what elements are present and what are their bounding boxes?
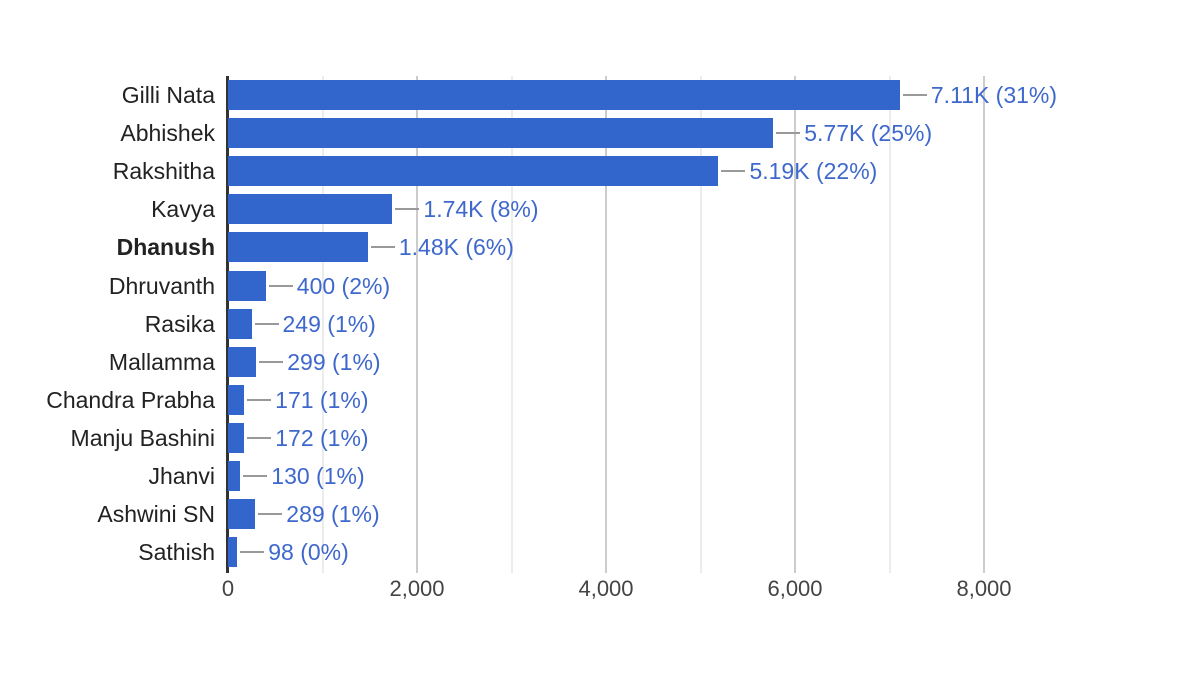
x-axis-tick-label: 0 xyxy=(221,576,235,601)
annotation-connector-line xyxy=(254,322,279,325)
bar[interactable] xyxy=(228,384,245,415)
bar[interactable] xyxy=(228,461,241,492)
bar[interactable] xyxy=(228,118,774,149)
annotation-connector-line xyxy=(247,398,272,401)
value-annotation: 98 (0%) xyxy=(268,539,349,566)
bar[interactable] xyxy=(228,537,238,568)
value-annotation: 5.19K (22%) xyxy=(749,158,878,185)
x-axis-tick-label: 6,000 xyxy=(767,576,823,601)
category-label: Gilli Nata xyxy=(121,82,215,109)
category-label: Chandra Prabha xyxy=(46,386,215,413)
value-annotation: 7.11K (31%) xyxy=(930,82,1058,109)
category-label: Dhruvanth xyxy=(108,272,215,299)
category-label: Sathish xyxy=(138,539,215,566)
bar[interactable] xyxy=(228,232,368,263)
x-axis-tick-label: 4,000 xyxy=(578,576,634,601)
bar[interactable] xyxy=(228,270,266,301)
category-label: Jhanvi xyxy=(148,463,215,490)
bar[interactable] xyxy=(228,194,393,225)
major-gridline xyxy=(605,76,607,573)
minor-gridline xyxy=(510,76,513,573)
major-gridline xyxy=(416,76,418,573)
value-annotation: 400 (2%) xyxy=(296,272,391,299)
major-gridline xyxy=(794,76,796,573)
minor-gridline xyxy=(888,76,891,573)
annotation-connector-line xyxy=(395,208,420,211)
category-label: Ashwini SN xyxy=(97,501,215,528)
category-label: Rakshitha xyxy=(112,158,215,185)
bar[interactable] xyxy=(228,80,900,111)
annotation-connector-line xyxy=(268,284,293,287)
annotation-connector-line xyxy=(902,94,927,97)
value-annotation: 171 (1%) xyxy=(275,386,369,413)
category-label: Kavya xyxy=(151,196,215,223)
bar[interactable] xyxy=(228,422,245,453)
value-annotation: 1.74K (8%) xyxy=(423,196,539,223)
annotation-connector-line xyxy=(259,360,284,363)
annotation-connector-line xyxy=(247,436,272,439)
x-axis-tick-label: 2,000 xyxy=(389,576,445,601)
annotation-connector-line xyxy=(721,170,746,173)
annotation-connector-line xyxy=(370,246,395,249)
bar[interactable] xyxy=(228,499,256,530)
value-annotation: 172 (1%) xyxy=(275,424,369,451)
annotation-connector-line xyxy=(240,551,265,554)
annotation-connector-line xyxy=(243,475,268,478)
value-annotation: 249 (1%) xyxy=(282,310,376,337)
value-annotation: 130 (1%) xyxy=(271,463,365,490)
value-annotation: 299 (1%) xyxy=(287,348,381,375)
category-label: Rasika xyxy=(144,310,215,337)
category-label: Dhanush xyxy=(116,234,215,261)
value-annotation: 5.77K (25%) xyxy=(804,120,933,147)
major-gridline xyxy=(983,76,985,573)
bar[interactable] xyxy=(228,308,252,339)
minor-gridline xyxy=(321,76,324,573)
category-label: Mallamma xyxy=(108,348,215,375)
category-label: Abhishek xyxy=(120,120,215,147)
annotation-connector-line xyxy=(258,513,283,516)
value-annotation: 289 (1%) xyxy=(286,501,380,528)
x-axis-tick-label: 8,000 xyxy=(956,576,1012,601)
minor-gridline xyxy=(699,76,702,573)
category-label: Manju Bashini xyxy=(70,424,215,451)
bar[interactable] xyxy=(228,346,257,377)
bar[interactable] xyxy=(228,156,719,187)
y-axis-baseline xyxy=(226,76,229,573)
value-annotation: 1.48K (6%) xyxy=(398,234,514,261)
annotation-connector-line xyxy=(776,132,801,135)
